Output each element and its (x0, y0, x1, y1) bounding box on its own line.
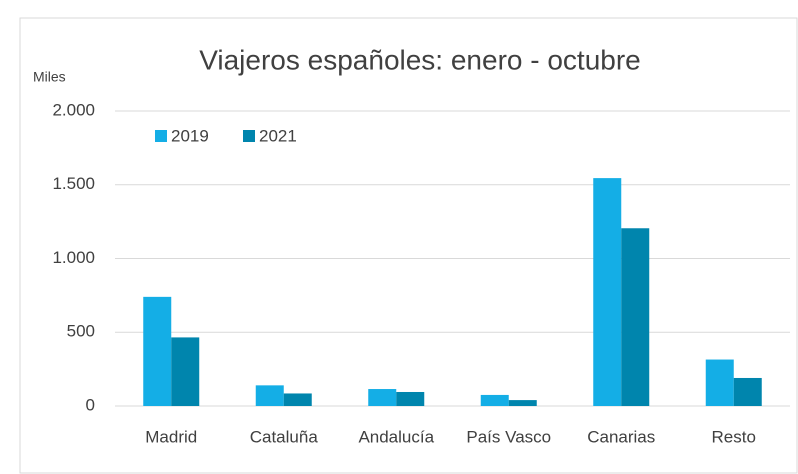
x-tick-label: Resto (712, 427, 756, 446)
legend-label: 2021 (259, 126, 297, 145)
x-tick-label: Andalucía (358, 427, 434, 446)
chart-frame (19, 17, 798, 474)
x-tick-label: Madrid (145, 427, 197, 446)
legend-swatch (155, 130, 167, 142)
bar (171, 337, 200, 406)
y-tick-label: 500 (67, 322, 95, 341)
bar (368, 389, 397, 406)
x-tick-label: País Vasco (466, 427, 551, 446)
x-tick-label: Canarias (587, 427, 655, 446)
legend-label: 2019 (171, 126, 209, 145)
bar (396, 391, 425, 406)
bar (283, 393, 312, 406)
bar (705, 359, 734, 406)
y-tick-label: 1.000 (52, 248, 95, 267)
chart-title: Viajeros españoles: enero - octubre (199, 44, 641, 75)
bar (508, 400, 537, 406)
y-axis-label: Miles (33, 69, 66, 85)
y-tick-label: 1.500 (52, 174, 95, 193)
bar (621, 228, 650, 406)
legend-swatch (243, 130, 255, 142)
y-tick-label: 2.000 (52, 100, 95, 119)
y-tick-label: 0 (86, 395, 95, 414)
bar (255, 385, 284, 406)
bar (593, 178, 622, 406)
bar (143, 296, 172, 406)
x-tick-label: Cataluña (250, 427, 319, 446)
bar (480, 394, 509, 406)
bar (733, 377, 762, 406)
